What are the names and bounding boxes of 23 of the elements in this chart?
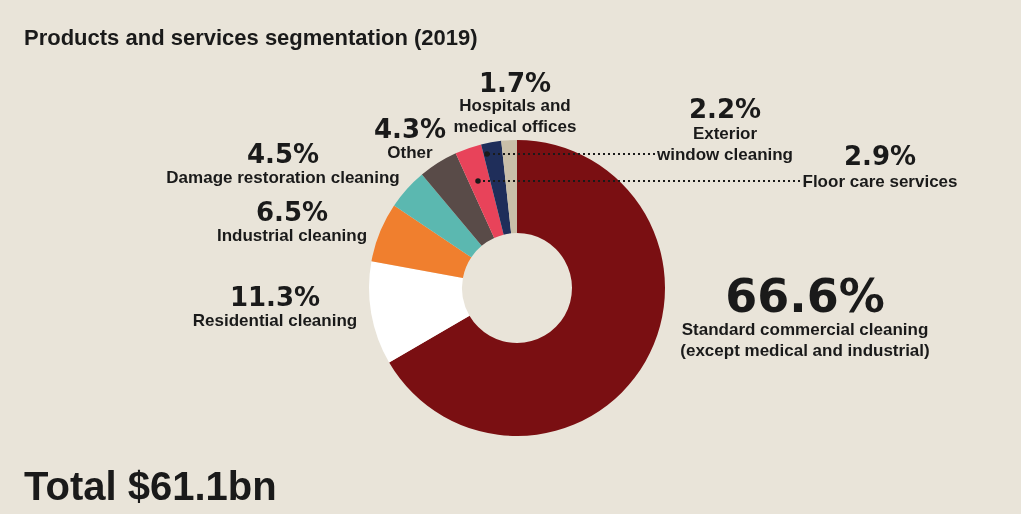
donut-slice xyxy=(371,205,472,279)
data-label: 11.3% xyxy=(229,282,321,312)
slice-label: Exterior window cleaning xyxy=(655,124,794,164)
data-label: 2.2% xyxy=(688,94,762,124)
slice-label: Damage restoration cleaning xyxy=(166,168,400,187)
donut-slice xyxy=(369,261,470,363)
data-label: 6.5% xyxy=(255,197,329,227)
slice-label: Hospitals and medical offices xyxy=(453,96,577,136)
slice-label: Floor care services xyxy=(802,172,958,191)
data-label: 66.6% xyxy=(725,269,885,323)
text: Total $61.1bn xyxy=(24,464,277,508)
data-label: 1.7% xyxy=(478,68,552,98)
data-label: 4.3% xyxy=(373,114,447,144)
chart-title: Products and services segmentation (2019) xyxy=(24,25,478,50)
donut-slice xyxy=(455,144,504,238)
data-label: 2.9% xyxy=(843,141,917,171)
slice-label: Other xyxy=(387,143,434,162)
slice-label: Residential cleaning xyxy=(192,311,358,330)
slice-label: Industrial cleaning xyxy=(216,226,368,245)
slice-label: Standard commercial cleaning (except medical and industrial) xyxy=(680,320,930,360)
data-label: 4.5% xyxy=(246,139,320,169)
donut-slice xyxy=(481,140,512,235)
donut-slice xyxy=(501,140,517,234)
